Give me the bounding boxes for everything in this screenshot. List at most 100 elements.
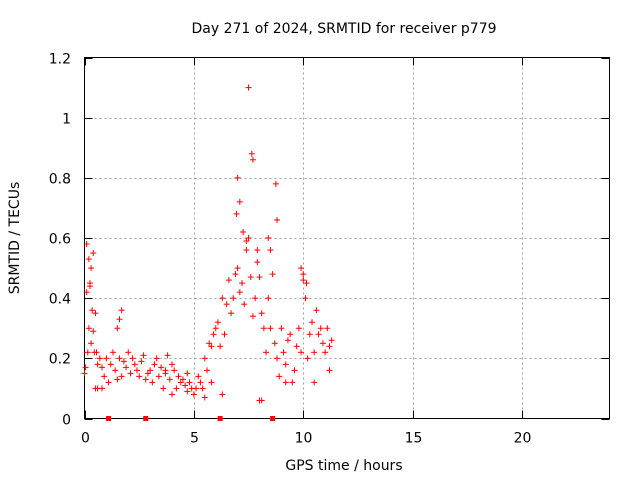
data-point (248, 150, 255, 157)
data-point (182, 382, 189, 389)
data-point (317, 325, 324, 332)
data-point (83, 241, 90, 248)
data-point (298, 349, 305, 356)
data-point (131, 361, 138, 368)
data-point (171, 367, 178, 374)
data-point (295, 325, 302, 332)
data-point (193, 385, 200, 392)
data-point (245, 84, 252, 91)
data-point (304, 355, 311, 362)
x-tick-label: 20 (514, 431, 532, 447)
data-point (96, 355, 103, 362)
y-tick-label: 1.2 (49, 52, 71, 68)
data-point (118, 307, 125, 314)
axis-ticks (84, 57, 610, 420)
data-point (274, 216, 280, 223)
data-point (214, 319, 221, 326)
data-points (81, 84, 335, 404)
data-point (274, 355, 280, 362)
data-point (276, 373, 283, 380)
data-point (197, 379, 204, 386)
data-point (221, 331, 228, 338)
data-point (300, 277, 307, 284)
data-point (173, 385, 180, 392)
data-point (190, 391, 197, 398)
x-tick-label: 10 (295, 431, 313, 447)
data-point (155, 373, 162, 380)
data-point (199, 385, 206, 392)
data-point (233, 210, 240, 217)
data-point (265, 235, 272, 241)
y-tick-label: 1 (62, 112, 71, 128)
data-point (151, 361, 158, 368)
data-point (116, 355, 123, 362)
data-point (142, 376, 149, 383)
data-point (186, 379, 193, 386)
data-point (256, 274, 263, 281)
data-point (89, 307, 96, 314)
data-point (153, 355, 160, 362)
data-point (306, 331, 313, 338)
data-point (272, 180, 279, 187)
data-point (326, 343, 333, 350)
data-point (252, 295, 259, 302)
data-point (86, 283, 93, 290)
data-point (175, 373, 182, 380)
data-point (169, 361, 175, 368)
data-point (260, 325, 267, 332)
data-point (144, 370, 151, 377)
data-point (195, 373, 202, 380)
data-point (245, 235, 252, 241)
data-point (309, 319, 315, 326)
y-tick-labels: 0 0.2 0.4 0.6 0.8 1 1.2 (49, 52, 71, 429)
data-point (326, 367, 333, 374)
data-point (162, 367, 169, 374)
data-point (147, 367, 154, 374)
data-point (278, 325, 285, 332)
data-point (179, 376, 186, 383)
data-point (201, 355, 208, 362)
data-point (234, 174, 241, 181)
data-point (313, 307, 320, 314)
data-point (311, 379, 318, 386)
grid-lines (84, 57, 610, 419)
data-point (324, 325, 331, 332)
data-point (81, 370, 88, 377)
data-point (184, 370, 191, 377)
data-point (94, 361, 101, 368)
data-point (114, 376, 121, 383)
data-point (236, 198, 243, 205)
data-point (293, 343, 300, 350)
zero-marker (270, 416, 276, 421)
y-tick-label: 0 (62, 413, 71, 429)
y-tick-label: 0.6 (49, 232, 71, 248)
data-point (118, 373, 125, 380)
data-point (265, 295, 272, 302)
data-point (208, 343, 215, 350)
data-point (184, 388, 191, 395)
data-point (138, 358, 145, 365)
zero-marker (143, 416, 149, 421)
data-point (84, 349, 91, 356)
data-point (201, 394, 208, 401)
data-point (169, 391, 175, 398)
data-point (269, 271, 276, 278)
data-point (232, 271, 239, 278)
data-point (208, 379, 215, 386)
data-point (90, 328, 97, 335)
y-tick-label: 0.8 (49, 172, 71, 188)
data-point (280, 349, 287, 356)
data-point (328, 337, 335, 344)
data-point (267, 247, 274, 254)
data-point (82, 364, 89, 371)
data-point (228, 310, 235, 317)
data-point (300, 271, 307, 278)
data-point (149, 379, 156, 386)
data-point (99, 385, 105, 392)
data-point (298, 265, 305, 272)
data-point (210, 331, 217, 338)
data-point (112, 367, 119, 374)
data-point (241, 301, 248, 308)
data-point (125, 349, 132, 356)
